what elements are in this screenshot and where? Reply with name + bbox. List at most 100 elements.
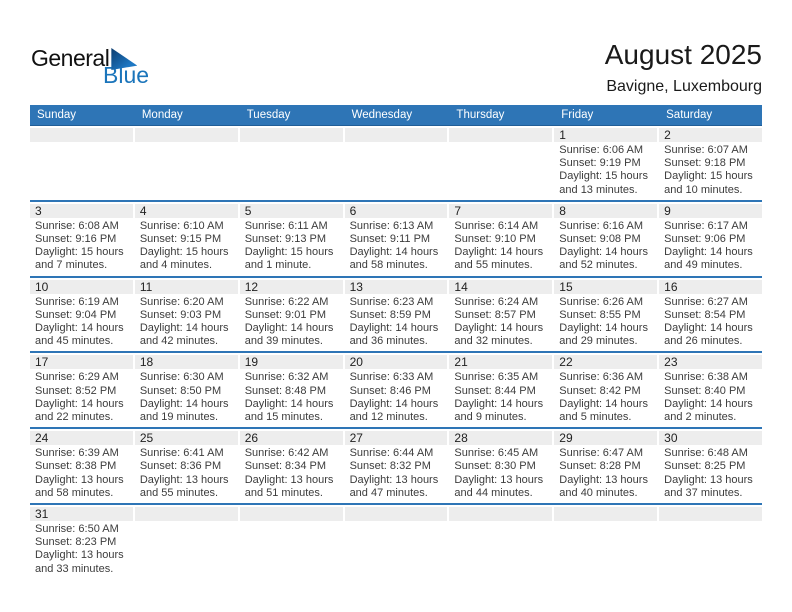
calendar-cell-empty xyxy=(554,507,658,579)
day-number: 10 xyxy=(30,279,133,294)
daylight-line: Daylight: 14 hours xyxy=(35,397,124,410)
calendar-cell-day-28: 28 Sunrise: 6:45 AM Sunset: 8:30 PM Dayligh… xyxy=(449,431,553,503)
sunrise-line: Sunrise: 6:07 AM xyxy=(664,144,748,156)
sunrise-line: Sunrise: 6:36 AM xyxy=(559,371,644,384)
day-number: 16 xyxy=(659,279,762,294)
daylight-line-2: and 58 minutes. xyxy=(35,486,114,499)
sunrise-line: Sunrise: 6:11 AM xyxy=(244,219,328,232)
calendar-cell-empty xyxy=(239,128,343,200)
sun-info: Sunrise: 6:35 AM Sunset: 8:44 PM Daylight:… xyxy=(449,369,552,427)
sunset-line: Sunset: 8:34 PM xyxy=(244,460,327,473)
day-number: 25 xyxy=(134,431,238,446)
sunrise-line: Sunrise: 6:50 AM xyxy=(35,523,119,536)
sun-info: Sunrise: 6:19 AM Sunset: 9:04 PM Daylight:… xyxy=(30,294,133,352)
daylight-line-2: and 13 minutes. xyxy=(559,183,638,196)
day-number: 1 xyxy=(554,128,658,142)
day-number: 6 xyxy=(344,203,448,218)
daylight-line-2: and 10 minutes. xyxy=(664,183,743,196)
calendar-cell-empty xyxy=(344,128,448,200)
daylight-line: Daylight: 14 hours xyxy=(349,246,439,259)
daylight-line: Daylight: 13 hours xyxy=(559,473,648,486)
sunrise-line: Sunrise: 6:20 AM xyxy=(139,295,224,308)
daylight-line: Daylight: 13 hours xyxy=(244,473,334,486)
day-number: 27 xyxy=(344,431,448,446)
sunrise-line: Sunrise: 6:32 AM xyxy=(244,371,329,384)
sunrise-line: Sunrise: 6:48 AM xyxy=(664,447,748,460)
sun-info: Sunrise: 6:26 AM Sunset: 8:55 PM Daylight:… xyxy=(554,294,657,352)
sunset-line: Sunset: 9:15 PM xyxy=(139,233,222,246)
day-number: 11 xyxy=(134,279,238,294)
sunset-line: Sunset: 8:30 PM xyxy=(454,460,536,473)
sunrise-line: Sunrise: 6:17 AM xyxy=(664,219,748,232)
calendar-cell-day-23: 23 Sunrise: 6:38 AM Sunset: 8:40 PM Dayligh… xyxy=(659,355,762,427)
day-number: 29 xyxy=(554,431,658,446)
daylight-line: Daylight: 14 hours xyxy=(664,246,753,259)
daylight-line: Daylight: 14 hours xyxy=(349,397,439,410)
sun-info: Sunrise: 6:22 AM Sunset: 9:01 PM Daylight:… xyxy=(240,294,343,352)
daylight-line: Daylight: 14 hours xyxy=(35,322,124,335)
calendar-cell-day-19: 19 Sunrise: 6:32 AM Sunset: 8:48 PM Dayligh… xyxy=(239,355,343,427)
sunset-line: Sunset: 8:42 PM xyxy=(559,384,641,397)
sunset-line: Sunset: 9:10 PM xyxy=(454,233,536,246)
calendar-cell-empty xyxy=(344,507,448,579)
sunset-line: Sunset: 8:57 PM xyxy=(454,308,536,321)
daylight-line-2: and 22 minutes. xyxy=(35,411,114,424)
weekday-label-monday: Monday xyxy=(141,109,183,121)
sun-info: Sunrise: 6:24 AM Sunset: 8:57 PM Daylight:… xyxy=(449,294,552,352)
day-number xyxy=(30,128,133,142)
daylight-line: Daylight: 14 hours xyxy=(454,246,544,259)
sun-info xyxy=(659,521,762,526)
daylight-line: Daylight: 15 hours xyxy=(664,170,753,183)
day-number xyxy=(134,507,238,522)
daylight-line-2: and 15 minutes. xyxy=(244,411,323,424)
daylight-line-2: and 12 minutes. xyxy=(349,411,428,424)
sun-info: Sunrise: 6:20 AM Sunset: 9:03 PM Daylight:… xyxy=(135,294,238,352)
sun-info xyxy=(449,521,552,526)
day-number xyxy=(344,507,448,522)
calendar-cell-day-18: 18 Sunrise: 6:30 AM Sunset: 8:50 PM Dayligh… xyxy=(134,355,238,427)
daylight-line: Daylight: 14 hours xyxy=(559,397,648,410)
calendar-cell-day-2: 2 Sunrise: 6:07 AM Sunset: 9:18 PM Daylight… xyxy=(659,128,762,200)
sunrise-line: Sunrise: 6:35 AM xyxy=(454,371,539,384)
calendar-cell-day-10: 10 Sunrise: 6:19 AM Sunset: 9:04 PM Dayligh… xyxy=(30,279,133,352)
daylight-line-2: and 40 minutes. xyxy=(559,486,638,499)
month-title: August 2025 xyxy=(604,39,762,70)
sun-info: Sunrise: 6:48 AM Sunset: 8:25 PM Daylight:… xyxy=(659,445,762,503)
daylight-line-2: and 4 minutes. xyxy=(139,259,212,272)
sun-info: Sunrise: 6:07 AM Sunset: 9:18 PM Daylight:… xyxy=(659,142,762,200)
calendar-cell-empty xyxy=(134,128,238,200)
daylight-line-2: and 7 minutes. xyxy=(35,259,108,272)
sunset-line: Sunset: 8:59 PM xyxy=(349,308,431,321)
day-number: 4 xyxy=(134,203,238,218)
sunset-line: Sunset: 8:48 PM xyxy=(244,384,327,397)
daylight-line-2: and 2 minutes. xyxy=(664,411,737,424)
sun-info: Sunrise: 6:32 AM Sunset: 8:48 PM Daylight:… xyxy=(240,369,343,427)
sun-info: Sunrise: 6:16 AM Sunset: 9:08 PM Daylight:… xyxy=(554,218,657,276)
daylight-line: Daylight: 14 hours xyxy=(664,397,753,410)
sunrise-line: Sunrise: 6:27 AM xyxy=(664,295,748,308)
calendar-cell-empty xyxy=(239,507,343,579)
daylight-line: Daylight: 14 hours xyxy=(559,322,648,335)
sunset-line: Sunset: 9:18 PM xyxy=(664,157,746,170)
daylight-line: Daylight: 14 hours xyxy=(139,322,229,335)
calendar-cell-day-13: 13 Sunrise: 6:23 AM Sunset: 8:59 PM Dayligh… xyxy=(344,279,448,352)
sunset-line: Sunset: 9:19 PM xyxy=(559,157,641,170)
sunset-line: Sunset: 9:11 PM xyxy=(349,233,431,246)
sun-info: Sunrise: 6:50 AM Sunset: 8:23 PM Daylight:… xyxy=(30,521,133,579)
daylight-line: Daylight: 13 hours xyxy=(454,473,544,486)
sunrise-line: Sunrise: 6:22 AM xyxy=(244,295,329,308)
sunset-line: Sunset: 9:08 PM xyxy=(559,233,641,246)
calendar-cell-day-29: 29 Sunrise: 6:47 AM Sunset: 8:28 PM Dayligh… xyxy=(554,431,658,503)
daylight-line: Daylight: 15 hours xyxy=(244,246,334,259)
location-subtitle: Bavigne, Luxembourg xyxy=(606,78,762,95)
daylight-line-2: and 9 minutes. xyxy=(454,411,527,424)
daylight-line: Daylight: 14 hours xyxy=(559,246,648,259)
calendar-cell-day-14: 14 Sunrise: 6:24 AM Sunset: 8:57 PM Dayligh… xyxy=(449,279,553,352)
day-number: 26 xyxy=(239,431,343,446)
sun-info xyxy=(135,521,238,526)
sunrise-line: Sunrise: 6:16 AM xyxy=(559,219,644,232)
sun-info: Sunrise: 6:36 AM Sunset: 8:42 PM Daylight:… xyxy=(554,369,657,427)
day-number xyxy=(134,128,238,142)
calendar-cell-day-7: 7 Sunrise: 6:14 AM Sunset: 9:10 PM Daylight… xyxy=(449,203,553,276)
